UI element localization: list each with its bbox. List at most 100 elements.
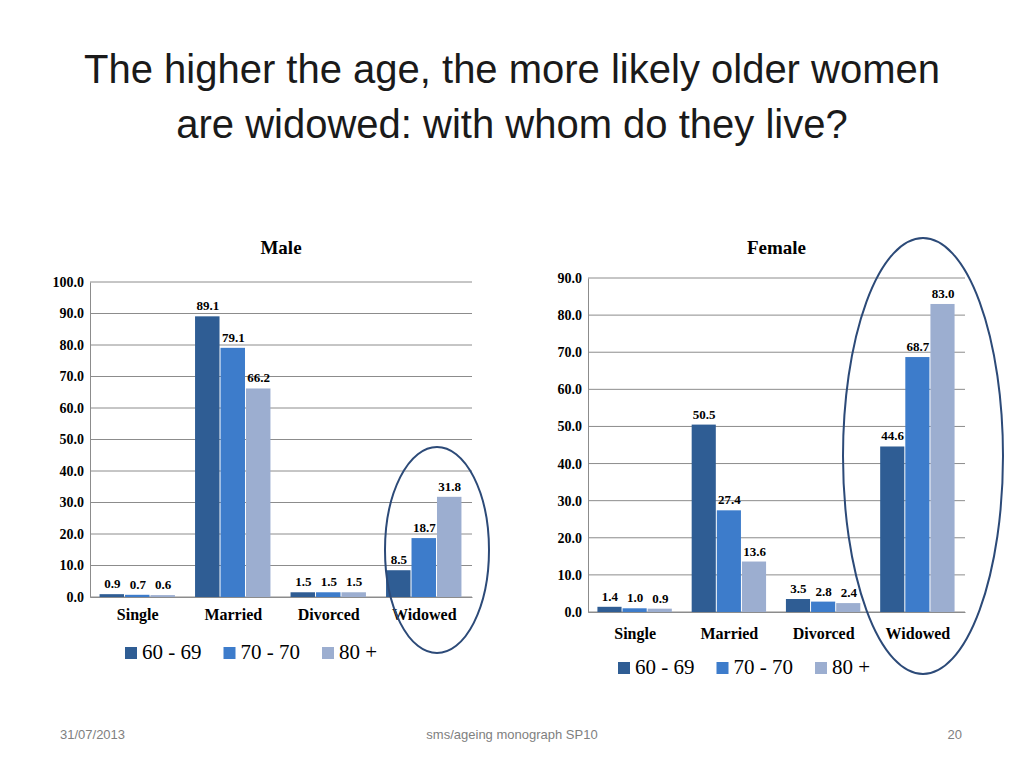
data-label: 0.9 — [104, 576, 121, 591]
data-label: 44.6 — [881, 428, 904, 443]
data-labels: 0.989.11.58.50.779.11.518.70.666.21.531.… — [104, 298, 461, 592]
highlight-ellipse — [385, 447, 489, 653]
y-tick-label: 20.0 — [60, 527, 85, 542]
y-tick-label: 90.0 — [558, 271, 583, 286]
legend-swatch — [224, 647, 236, 659]
y-tick: 0.0 — [565, 605, 589, 620]
x-tick: Divorced — [793, 612, 855, 642]
bar — [291, 592, 315, 597]
y-tick-label: 70.0 — [558, 345, 583, 360]
bar — [341, 592, 365, 597]
x-tick-label: Widowed — [886, 625, 951, 642]
y-tick-label: 20.0 — [558, 531, 583, 546]
y-tick: 60.0 — [558, 382, 589, 397]
grid-line — [90, 439, 472, 440]
y-tick: 80.0 — [60, 338, 91, 353]
y-tick: 60.0 — [60, 401, 91, 416]
y-tick: 50.0 — [60, 432, 91, 447]
x-tick-label: Married — [204, 606, 262, 623]
data-label: 79.1 — [222, 330, 245, 345]
y-tick: 30.0 — [558, 494, 589, 509]
bar — [717, 510, 741, 612]
y-tick-label: 30.0 — [558, 494, 583, 509]
y-tick: 10.0 — [558, 568, 589, 583]
y-tick: 80.0 — [558, 308, 589, 323]
footer-source: sms/ageing monograph SP10 — [426, 727, 597, 742]
x-axis: Single Married Divorced Widowed — [589, 612, 966, 643]
y-tick-label: 40.0 — [558, 457, 583, 472]
data-label: 1.4 — [602, 589, 619, 604]
data-label: 83.0 — [932, 286, 955, 301]
x-tick-label: Divorced — [298, 606, 360, 623]
y-tick-label: 100.0 — [53, 275, 85, 290]
x-tick: Widowed — [392, 597, 457, 623]
data-label: 0.6 — [155, 577, 172, 592]
bar — [412, 538, 436, 597]
grid-line — [90, 282, 472, 283]
data-label: 27.4 — [718, 492, 741, 507]
bar — [437, 497, 461, 597]
chart-title: Male — [260, 237, 301, 258]
slide: The higher the age, the more likely olde… — [0, 0, 1024, 768]
bar — [150, 595, 174, 597]
bar — [648, 609, 672, 612]
legend: 60 - 6970 - 7080 + — [618, 655, 870, 679]
slide-title-line: are widowed: with whom do they live? — [176, 102, 847, 146]
data-label: 3.5 — [790, 581, 807, 596]
legend-label: 80 + — [832, 655, 870, 679]
y-tick: 100.0 — [53, 275, 91, 290]
chart-title: Female — [747, 237, 806, 258]
footer-date: 31/07/2013 — [60, 727, 125, 742]
y-tick: 20.0 — [558, 531, 589, 546]
x-tick-label: Married — [701, 625, 759, 642]
data-label: 2.4 — [841, 585, 858, 600]
bar — [905, 357, 929, 612]
y-tick: 30.0 — [60, 495, 91, 510]
x-tick-label: Single — [117, 606, 159, 624]
grid-line — [90, 502, 472, 503]
legend: 60 - 6970 - 7080 + — [125, 640, 377, 664]
y-tick: 40.0 — [558, 457, 589, 472]
bars — [100, 316, 462, 597]
y-axis-line — [90, 283, 91, 598]
x-axis-line — [91, 597, 473, 598]
bar — [195, 316, 219, 597]
bar — [811, 602, 835, 612]
legend-swatch — [618, 662, 630, 674]
data-label: 1.5 — [346, 574, 363, 589]
y-tick-label: 50.0 — [558, 419, 583, 434]
x-tick-label: Widowed — [392, 606, 457, 623]
y-axis: 0.010.020.030.040.050.060.070.080.090.01… — [53, 275, 91, 605]
x-tick-label: Single — [614, 625, 656, 643]
y-tick: 70.0 — [60, 369, 91, 384]
x-tick: Married — [701, 612, 759, 642]
x-tick: Single — [614, 612, 656, 643]
data-label: 1.0 — [627, 590, 643, 605]
data-label: 0.9 — [652, 591, 669, 606]
x-axis: Single Married Divorced Widowed — [91, 597, 473, 624]
data-label: 0.7 — [130, 577, 147, 592]
legend-swatch — [125, 647, 137, 659]
x-tick: Married — [204, 597, 262, 623]
grid — [588, 278, 965, 612]
y-axis-line — [588, 279, 589, 613]
bar — [125, 595, 149, 597]
data-labels: 1.450.53.544.61.027.42.868.70.913.62.483… — [602, 286, 955, 606]
data-label: 89.1 — [196, 298, 219, 313]
legend-swatch — [815, 662, 827, 674]
y-tick-label: 50.0 — [60, 432, 85, 447]
highlight-ellipse — [843, 238, 1003, 674]
y-axis: 0.0 10.0 20.0 30.0 40.0 50.0 60.0 70.0 80.0 90.0 — [558, 271, 589, 620]
bar — [623, 608, 647, 612]
data-label: 68.7 — [907, 339, 930, 354]
y-tick-label: 40.0 — [60, 464, 85, 479]
data-label: 2.8 — [816, 584, 833, 599]
chart: Male0.989.11.58.50.779.11.518.70.666.21.… — [53, 237, 490, 664]
y-tick-label: 90.0 — [60, 306, 85, 321]
grid-line — [90, 471, 472, 472]
bar — [880, 446, 904, 612]
bar — [221, 348, 245, 597]
grid-line — [90, 313, 472, 314]
y-tick: 90.0 — [60, 306, 91, 321]
y-tick-label: 60.0 — [60, 401, 85, 416]
